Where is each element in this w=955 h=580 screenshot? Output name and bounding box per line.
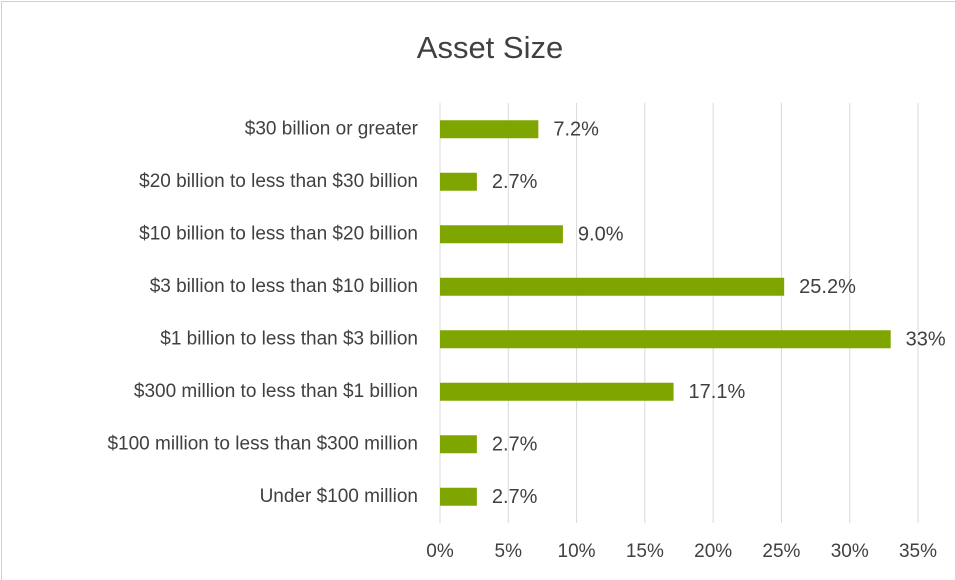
bar bbox=[440, 225, 563, 244]
bar bbox=[440, 172, 477, 191]
x-tick-label: 15% bbox=[626, 541, 664, 562]
value-label: 33% bbox=[906, 329, 946, 351]
y-tick-label: $20 billion to less than $30 billion bbox=[139, 171, 418, 192]
y-tick-label: Under $100 million bbox=[260, 486, 418, 507]
bar bbox=[440, 277, 785, 296]
x-tick-label: 35% bbox=[899, 541, 937, 562]
y-tick-label: $1 billion to less than $3 billion bbox=[160, 328, 418, 349]
bar bbox=[440, 382, 674, 401]
x-tick-label: 25% bbox=[762, 541, 800, 562]
bar bbox=[440, 120, 539, 139]
y-tick-label: $100 million to less than $300 million bbox=[107, 433, 418, 454]
value-label: 7.2% bbox=[553, 119, 599, 141]
value-label: 2.7% bbox=[492, 486, 538, 508]
x-tick-label: 0% bbox=[426, 541, 454, 562]
x-tick-label: 30% bbox=[831, 541, 869, 562]
x-tick-label: 5% bbox=[495, 541, 523, 562]
y-tick-label: $3 billion to less than $10 billion bbox=[150, 276, 418, 297]
x-tick-label: 20% bbox=[694, 541, 732, 562]
x-tick-label: 10% bbox=[558, 541, 596, 562]
chart-title: Asset Size bbox=[417, 30, 563, 65]
value-label: 2.7% bbox=[492, 171, 538, 193]
value-label: 25.2% bbox=[799, 276, 856, 298]
value-label: 17.1% bbox=[689, 381, 746, 403]
value-label: 9.0% bbox=[578, 224, 624, 246]
y-tick-label: $10 billion to less than $20 billion bbox=[139, 223, 418, 244]
y-tick-label: $300 million to less than $1 billion bbox=[134, 381, 418, 402]
bar bbox=[440, 435, 477, 454]
bar bbox=[440, 330, 891, 349]
bar bbox=[440, 487, 477, 506]
value-label: 2.7% bbox=[492, 434, 538, 456]
y-tick-label: $30 billion or greater bbox=[245, 118, 419, 139]
